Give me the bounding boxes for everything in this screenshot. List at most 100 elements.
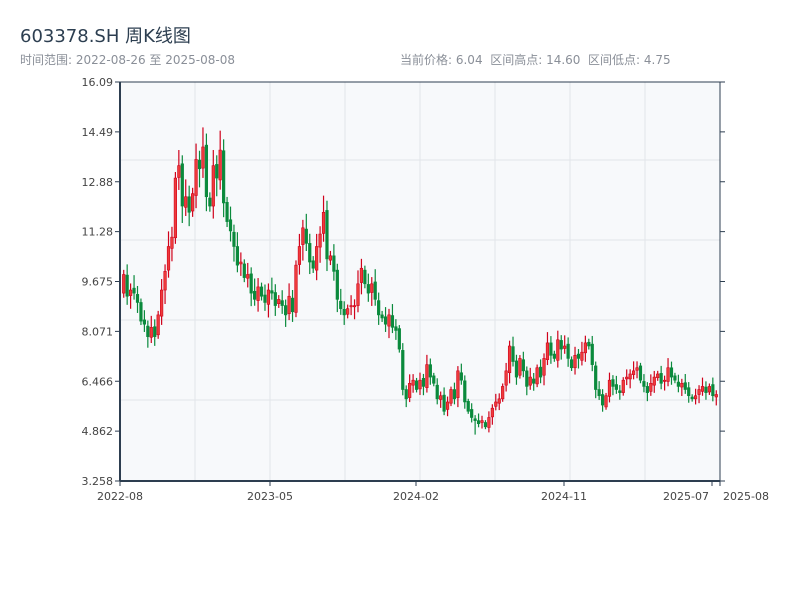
- candle-up: [315, 246, 319, 271]
- candle-down: [394, 326, 398, 331]
- candle-down: [366, 284, 370, 294]
- candle-up: [628, 373, 632, 380]
- y-tick-label: 12.88: [82, 176, 114, 189]
- candle-down: [687, 387, 691, 397]
- candle-up: [266, 289, 271, 305]
- candle-down: [380, 314, 384, 319]
- candle-down: [600, 394, 605, 406]
- candle-down: [414, 380, 419, 390]
- candle-up: [177, 165, 181, 178]
- candle-up: [201, 146, 205, 169]
- candle-up: [408, 383, 412, 398]
- candle-up: [318, 233, 322, 248]
- candle-up: [297, 246, 302, 265]
- candle-up: [649, 383, 653, 392]
- candle-down: [594, 365, 598, 390]
- candle-up: [349, 305, 353, 308]
- candle-down: [614, 384, 618, 390]
- candle-down: [463, 380, 467, 403]
- candle-down: [311, 260, 315, 269]
- candle-down: [253, 290, 257, 300]
- candle-up: [156, 314, 160, 336]
- candle-down: [659, 373, 663, 384]
- candle-up: [497, 398, 501, 404]
- candle-down: [290, 297, 295, 313]
- candle-down: [249, 273, 253, 294]
- candle-up: [700, 386, 705, 392]
- candle-down: [525, 370, 529, 387]
- candle-up: [518, 358, 522, 376]
- candle-up: [666, 367, 670, 382]
- candle-down: [332, 255, 336, 272]
- candle-down: [383, 316, 388, 325]
- candle-up: [246, 274, 250, 279]
- candle-up: [542, 358, 546, 376]
- candle-down: [642, 381, 646, 387]
- candle-up: [149, 327, 153, 338]
- y-tick-label: 3.258: [82, 475, 114, 488]
- candle-up: [621, 379, 625, 393]
- candle-down: [690, 396, 694, 400]
- candle-down: [363, 269, 367, 285]
- candle-down: [514, 360, 519, 378]
- candle-down: [273, 292, 277, 306]
- candle-down: [435, 384, 439, 400]
- y-tick-label: 6.466: [82, 375, 114, 388]
- candle-down: [153, 326, 157, 337]
- candle-down: [618, 390, 622, 393]
- x-tick-label: 2022-08: [97, 490, 143, 503]
- axes: 16.09 14.49 12.88 11.28 9.675 8.071 6.466 4.862…: [82, 76, 769, 503]
- candle-up: [487, 417, 491, 428]
- candle-up: [211, 165, 215, 207]
- candle-down: [325, 210, 329, 260]
- candle-up: [239, 261, 243, 265]
- candle-up: [631, 370, 636, 375]
- candle-down: [222, 150, 226, 204]
- chart-title: 603378.SH 周K线图: [20, 26, 191, 47]
- candle-up: [170, 236, 174, 249]
- candle-down: [521, 359, 525, 372]
- candle-down: [559, 340, 563, 350]
- candle-down: [683, 382, 687, 390]
- candle-down: [208, 197, 212, 207]
- candle-down: [569, 359, 574, 369]
- candle-down: [432, 375, 436, 384]
- candle-up: [697, 389, 701, 395]
- candle-up: [480, 420, 484, 423]
- candle-up: [321, 211, 326, 234]
- candle-down: [304, 228, 308, 244]
- candle-up: [173, 177, 177, 239]
- candle-down: [597, 389, 601, 397]
- candle-down: [673, 375, 677, 381]
- candle-down: [377, 300, 381, 316]
- candle-up: [490, 407, 494, 418]
- y-tick-label: 16.09: [82, 76, 114, 89]
- candle-up: [563, 345, 567, 349]
- candle-up: [256, 286, 260, 301]
- candle-down: [676, 381, 680, 387]
- candle-up: [160, 289, 164, 317]
- candle-up: [425, 364, 429, 388]
- candle-down: [125, 274, 129, 297]
- candle-up: [504, 370, 508, 386]
- candle-down: [704, 386, 708, 393]
- candle-down: [473, 418, 477, 421]
- candle-up: [294, 264, 298, 313]
- candle-up: [528, 376, 532, 386]
- candle-down: [204, 144, 209, 198]
- candle-down: [549, 342, 553, 356]
- candle-down: [404, 389, 408, 400]
- candle-up: [287, 295, 291, 314]
- candle-up: [604, 395, 608, 408]
- candle-down: [225, 202, 229, 222]
- candle-up: [714, 394, 718, 398]
- candle-up: [607, 379, 612, 397]
- candle-down: [242, 263, 246, 278]
- candle-up: [573, 355, 577, 369]
- candle-up: [583, 342, 587, 354]
- candle-up: [656, 373, 660, 379]
- candle-down: [187, 196, 191, 213]
- candle-down: [532, 378, 536, 384]
- candle-down: [280, 300, 284, 306]
- candle-down: [483, 422, 488, 428]
